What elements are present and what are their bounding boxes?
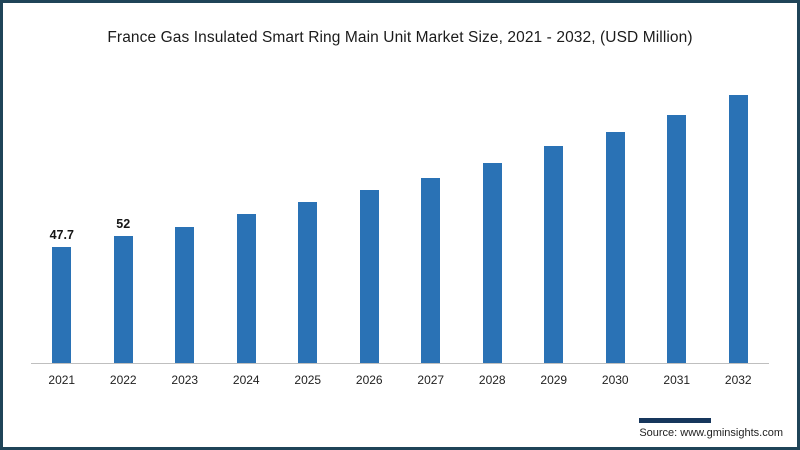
x-axis: 2021 2022 2023 2024 2025 2026 2027 2028 2029 2030… (31, 364, 769, 387)
bar-column (462, 83, 524, 363)
x-tick-label: 2021 (48, 373, 76, 387)
bar-column (216, 83, 278, 363)
x-tick-label: 2030 (601, 373, 629, 387)
bar (52, 247, 72, 363)
x-tick-label: 2029 (540, 373, 568, 387)
source-accent-bar (639, 418, 712, 423)
bar-column (646, 83, 708, 363)
x-tick-label: 2026 (355, 373, 383, 387)
bar-column (400, 83, 462, 363)
x-tick-label: 2022 (109, 373, 137, 387)
source-block: Source: www.gminsights.com (639, 418, 783, 439)
bar-value-label: 52 (116, 217, 131, 231)
bar-column: 52 (93, 83, 155, 363)
bar-column (339, 83, 401, 363)
bar (482, 163, 502, 363)
bar (113, 236, 133, 363)
bar-column (154, 83, 216, 363)
x-tick-label: 2031 (663, 373, 691, 387)
bar (298, 202, 318, 363)
source-url: www.gminsights.com (680, 427, 783, 439)
plot-area: 47.7 52 (31, 83, 769, 364)
x-tick-label: 2032 (724, 373, 752, 387)
bar (236, 214, 256, 363)
x-tick-label: 2025 (294, 373, 322, 387)
x-tick-label: 2024 (232, 373, 260, 387)
bar (359, 190, 379, 363)
bar-column (585, 83, 647, 363)
bar-column (523, 83, 585, 363)
bar-value-label: 47.7 (49, 228, 74, 242)
bar (175, 227, 195, 363)
bar (605, 132, 625, 363)
source-label: Source: (639, 427, 678, 439)
x-tick-label: 2027 (417, 373, 445, 387)
x-tick-label: 2028 (478, 373, 506, 387)
source-text: Source: www.gminsights.com (639, 427, 783, 439)
bar-column: 47.7 (31, 83, 93, 363)
chart-title: France Gas Insulated Smart Ring Main Uni… (107, 29, 693, 46)
bar (667, 115, 687, 363)
bar-column (708, 83, 770, 363)
bar (421, 178, 441, 363)
bar (728, 95, 748, 363)
bar (544, 146, 564, 363)
x-tick-label: 2023 (171, 373, 199, 387)
bar-column (277, 83, 339, 363)
